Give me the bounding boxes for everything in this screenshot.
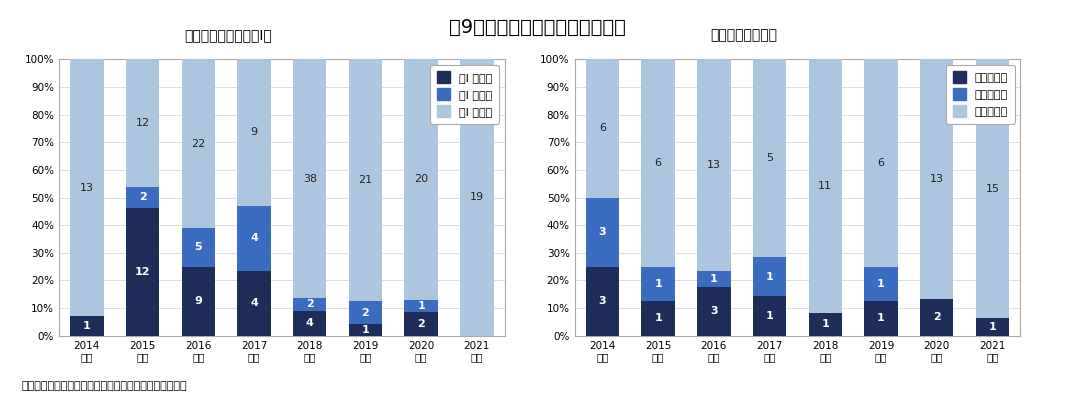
Bar xyxy=(585,198,619,267)
Text: 6: 6 xyxy=(655,158,662,168)
Bar xyxy=(585,267,619,336)
Text: 出所：中医協資料をもとに医薬産業政策研究所にて作成: 出所：中医協資料をもとに医薬産業政策研究所にて作成 xyxy=(21,381,187,391)
Bar xyxy=(349,301,382,324)
Bar xyxy=(641,59,674,267)
Text: 1: 1 xyxy=(83,321,91,331)
Bar xyxy=(697,59,730,271)
Text: 図9　外国平均価格調整適用状況: 図9 外国平均価格調整適用状況 xyxy=(449,18,625,37)
Text: 12: 12 xyxy=(135,118,149,128)
Bar xyxy=(697,271,730,287)
Text: 20: 20 xyxy=(415,175,429,184)
Text: 2: 2 xyxy=(418,319,425,329)
Bar xyxy=(237,59,271,206)
Text: （類似薬効比較方式Ⅰ）: （類似薬効比較方式Ⅰ） xyxy=(185,29,273,43)
Bar xyxy=(237,206,271,271)
Bar xyxy=(70,59,103,316)
Text: 6: 6 xyxy=(599,123,606,134)
Bar xyxy=(865,59,898,267)
Bar xyxy=(126,59,159,187)
Bar xyxy=(865,301,898,336)
Bar xyxy=(293,59,326,298)
Bar xyxy=(585,59,619,198)
Bar xyxy=(293,310,326,336)
Bar xyxy=(70,316,103,336)
Text: 1: 1 xyxy=(822,319,829,329)
Text: 4: 4 xyxy=(250,233,258,243)
Text: 2: 2 xyxy=(362,308,369,318)
Bar xyxy=(293,298,326,310)
Bar xyxy=(182,228,215,267)
Bar xyxy=(920,299,954,336)
Bar xyxy=(126,208,159,336)
Text: 1: 1 xyxy=(877,314,885,324)
Text: 2: 2 xyxy=(306,299,314,309)
Text: 13: 13 xyxy=(707,160,721,170)
Text: 1: 1 xyxy=(362,325,369,335)
Bar xyxy=(237,271,271,336)
Legend: 原価引上げ, 原価引下げ, 原価対象外: 原価引上げ, 原価引下げ, 原価対象外 xyxy=(946,65,1015,124)
Bar xyxy=(126,187,159,208)
Text: 21: 21 xyxy=(359,175,373,185)
Bar xyxy=(641,301,674,336)
Text: 2: 2 xyxy=(139,192,146,203)
Text: 1: 1 xyxy=(654,279,662,289)
Text: （原価計算方式）: （原価計算方式） xyxy=(711,29,778,43)
Text: 38: 38 xyxy=(303,174,317,184)
Text: 11: 11 xyxy=(818,181,832,191)
Bar xyxy=(182,59,215,228)
Bar xyxy=(349,59,382,301)
Text: 1: 1 xyxy=(654,314,662,324)
Bar xyxy=(975,59,1010,318)
Bar xyxy=(920,59,954,299)
Text: 2: 2 xyxy=(933,312,941,322)
Text: 1: 1 xyxy=(766,311,773,321)
Bar xyxy=(182,267,215,336)
Bar xyxy=(405,59,438,300)
Bar xyxy=(753,296,786,336)
Bar xyxy=(349,324,382,336)
Text: 13: 13 xyxy=(930,174,944,184)
Text: 1: 1 xyxy=(766,271,773,282)
Text: 9: 9 xyxy=(194,296,202,306)
Bar xyxy=(641,267,674,301)
Text: 4: 4 xyxy=(306,318,314,328)
Text: 13: 13 xyxy=(79,182,93,193)
Text: 1: 1 xyxy=(418,301,425,311)
Text: 9: 9 xyxy=(250,128,258,137)
Bar xyxy=(753,59,786,257)
Text: 4: 4 xyxy=(250,298,258,308)
Bar xyxy=(865,267,898,301)
Text: 6: 6 xyxy=(877,158,885,168)
Bar xyxy=(809,313,842,336)
Text: 19: 19 xyxy=(469,192,484,203)
Bar xyxy=(405,300,438,312)
Text: 5: 5 xyxy=(194,243,202,252)
Bar xyxy=(753,257,786,296)
Text: 1: 1 xyxy=(710,274,717,284)
Bar xyxy=(697,287,730,336)
Bar xyxy=(405,312,438,336)
Text: 15: 15 xyxy=(986,184,1000,194)
Text: 22: 22 xyxy=(191,139,205,149)
Legend: 類Ⅰ 引上げ, 類Ⅰ 引下げ, 類Ⅰ 対象外: 類Ⅰ 引上げ, 類Ⅰ 引下げ, 類Ⅰ 対象外 xyxy=(431,65,499,124)
Bar xyxy=(460,59,494,336)
Text: 3: 3 xyxy=(710,307,717,316)
Text: 3: 3 xyxy=(598,227,606,237)
Bar xyxy=(975,318,1010,336)
Bar xyxy=(809,59,842,313)
Text: 1: 1 xyxy=(877,279,885,289)
Text: 12: 12 xyxy=(135,267,150,277)
Text: 3: 3 xyxy=(598,296,606,306)
Text: 5: 5 xyxy=(766,153,773,163)
Text: 1: 1 xyxy=(988,322,997,332)
